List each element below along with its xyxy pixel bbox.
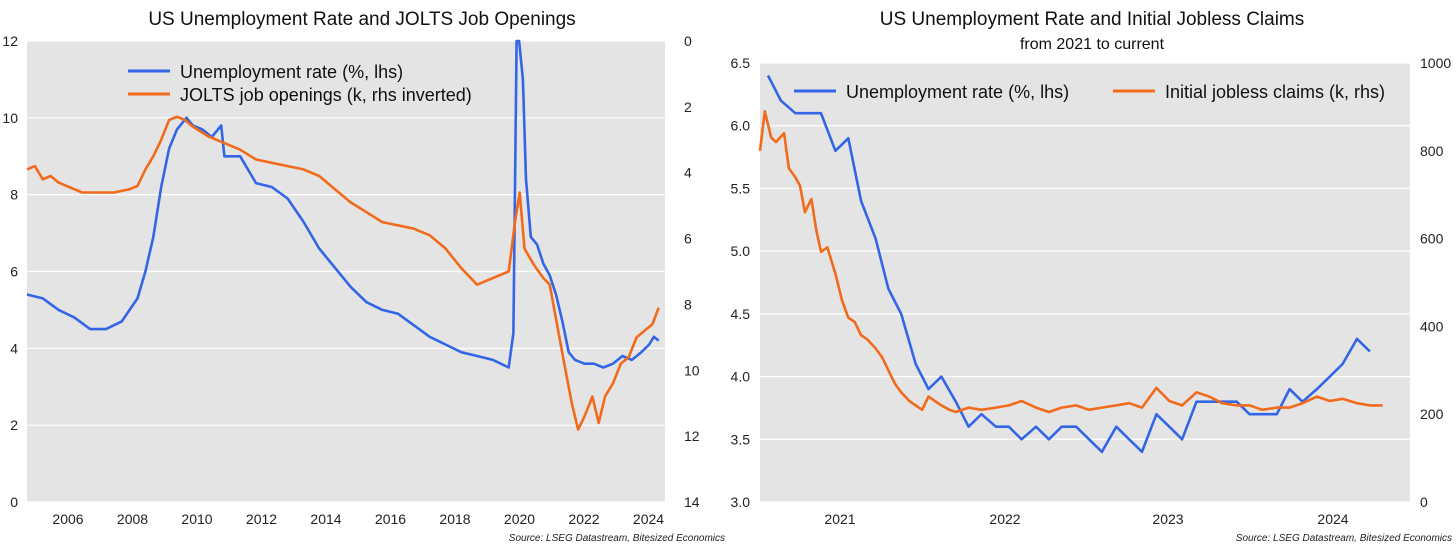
- chart-left-legend: Unemployment rate (%, lhs) JOLTS job ope…: [128, 62, 472, 105]
- y-left-tick-label: 3.0: [731, 494, 751, 510]
- x-tick-label: 2020: [504, 511, 535, 527]
- x-tick-label: 2016: [375, 511, 406, 527]
- legend-label-jolts: JOLTS job openings (k, rhs inverted): [180, 85, 472, 105]
- x-tick-label: 2014: [310, 511, 341, 527]
- series-line-unemployment: [26, 39, 660, 369]
- x-tick-label: 2024: [1317, 511, 1348, 527]
- y-right-tick-label: 0: [1420, 494, 1428, 510]
- y-left-tick-label: 6.0: [731, 118, 751, 134]
- chart-right-source: Source: LSEG Datastream, Bitesized Econo…: [1236, 533, 1452, 544]
- x-tick-label: 2023: [1152, 511, 1183, 527]
- series-line-unemployment: [766, 74, 1371, 454]
- y-left-tick-label: 4: [10, 340, 18, 356]
- chart-right-subtitle: from 2021 to current: [1020, 36, 1165, 53]
- y-left-tick-label: 6: [10, 264, 18, 280]
- y-right-tick-label: 800: [1420, 143, 1444, 159]
- y-right-tick-label: 10: [684, 362, 700, 378]
- y-left-tick-label: 5.0: [731, 243, 751, 259]
- chart-right-plot-area: [760, 63, 1410, 502]
- chart-right-grid: [760, 62, 1410, 503]
- y-left-tick-label: 4.5: [731, 306, 751, 322]
- x-tick-label: 2018: [439, 511, 470, 527]
- chart-right-title: US Unemployment Rate and Initial Jobless…: [880, 9, 1305, 30]
- legend-label-unemployment: Unemployment rate (%, lhs): [180, 62, 403, 82]
- y-left-tick-label: 0: [10, 494, 18, 510]
- chart-left-series: [26, 39, 660, 431]
- y-right-tick-label: 1000: [1420, 55, 1451, 71]
- chart-left: US Unemployment Rate and JOLTS Job Openi…: [2, 9, 725, 544]
- y-right-tick-label: 400: [1420, 318, 1444, 334]
- y-left-tick-label: 12: [2, 33, 18, 49]
- y-left-tick-label: 10: [2, 110, 18, 126]
- chart-right-legend: Unemployment rate (%, lhs) Initial joble…: [794, 82, 1385, 102]
- x-tick-label: 2008: [117, 511, 148, 527]
- y-left-tick-label: 8: [10, 187, 18, 203]
- y-left-tick-label: 3.5: [731, 431, 751, 447]
- y-right-tick-label: 600: [1420, 231, 1444, 247]
- chart-left-grid: [27, 40, 665, 503]
- y-left-tick-label: 5.5: [731, 180, 751, 196]
- y-left-tick-label: 6.5: [731, 55, 751, 71]
- x-tick-label: 2010: [181, 511, 212, 527]
- series-line-jolts: [26, 115, 660, 431]
- legend-label-unemployment: Unemployment rate (%, lhs): [846, 82, 1069, 102]
- y-right-tick-label: 12: [684, 428, 700, 444]
- x-tick-label: 2006: [52, 511, 83, 527]
- chart-right: US Unemployment Rate and Initial Jobless…: [731, 9, 1452, 544]
- chart-left-ticks: 0 2 4 6 8 10 12 0 2 4 6 8 10 12 14 2006 2008 2010 2012 2014…: [2, 33, 699, 527]
- y-right-tick-label: 4: [684, 165, 692, 181]
- y-right-tick-label: 14: [684, 494, 700, 510]
- y-right-tick-label: 0: [684, 33, 692, 49]
- chart-left-title: US Unemployment Rate and JOLTS Job Openi…: [148, 9, 575, 30]
- chart-right-ticks: 3.0 3.5 4.0 4.5 5.0 5.5 6.0 6.5 0 200 400 600 800 100…: [731, 55, 1452, 527]
- x-tick-label: 2022: [568, 511, 599, 527]
- y-right-tick-label: 8: [684, 296, 692, 312]
- y-right-tick-label: 6: [684, 231, 692, 247]
- y-right-tick-label: 200: [1420, 406, 1444, 422]
- x-tick-label: 2012: [246, 511, 277, 527]
- x-tick-label: 2024: [633, 511, 664, 527]
- y-right-tick-label: 2: [684, 99, 692, 115]
- y-left-tick-label: 2: [10, 417, 18, 433]
- series-line-claims: [758, 110, 1383, 414]
- x-tick-label: 2021: [824, 511, 855, 527]
- chart-left-source: Source: LSEG Datastream, Bitesized Econo…: [509, 533, 725, 544]
- legend-label-claims: Initial jobless claims (k, rhs): [1165, 82, 1385, 102]
- y-left-tick-label: 4.0: [731, 369, 751, 385]
- chart-right-series: [758, 74, 1383, 454]
- x-tick-label: 2022: [989, 511, 1020, 527]
